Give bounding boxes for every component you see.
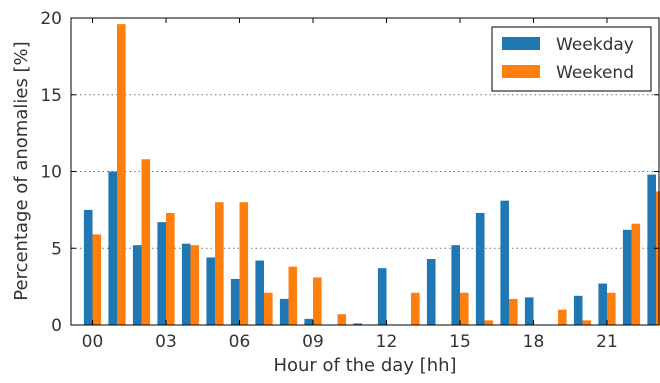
bar-weekend-04 xyxy=(190,245,200,325)
bar-weekend-02 xyxy=(141,159,151,325)
bar-weekday-08 xyxy=(279,298,289,325)
bar-weekend-08 xyxy=(288,266,298,325)
bar-weekday-21 xyxy=(598,283,607,325)
bar-weekday-17 xyxy=(500,200,509,325)
y-tick-label: 0 xyxy=(51,316,62,336)
bar-weekday-20 xyxy=(573,295,583,325)
bar-weekday-00 xyxy=(83,209,93,326)
bar-weekend-07 xyxy=(264,292,273,325)
bar-weekday-02 xyxy=(132,245,142,325)
bar-weekend-01 xyxy=(117,24,126,325)
x-tick-label: 00 xyxy=(82,332,104,352)
bar-weekend-03 xyxy=(166,212,175,325)
bar-weekend-10 xyxy=(337,314,347,325)
bar-weekend-22 xyxy=(631,223,641,325)
bar-weekday-18 xyxy=(524,297,534,325)
bar-weekday-23 xyxy=(647,174,656,325)
legend-swatch-weekday xyxy=(502,37,540,50)
x-tick-label: 18 xyxy=(523,332,545,352)
bar-weekday-16 xyxy=(475,212,485,325)
bar-weekday-14 xyxy=(426,259,436,325)
x-tick-label: 09 xyxy=(302,332,324,352)
x-axis-title: Hour of the day [hh] xyxy=(273,355,456,376)
bar-weekend-20 xyxy=(582,320,592,325)
x-tick-label: 06 xyxy=(229,332,251,352)
bar-weekend-00 xyxy=(92,234,102,325)
bar-weekday-22 xyxy=(622,229,632,325)
bar-weekday-12 xyxy=(377,268,387,325)
bar-weekend-13 xyxy=(411,292,420,325)
bar-weekend-05 xyxy=(215,202,224,325)
tick-labels: 0 5 10 15 20 00 03 06 09 12 15 18 21 xyxy=(40,9,617,352)
x-tick-label: 03 xyxy=(155,332,177,352)
bar-weekday-04 xyxy=(181,243,191,325)
legend-label-weekday: Weekday xyxy=(556,35,634,55)
legend-swatch-weekend xyxy=(502,65,540,78)
y-tick-label: 5 xyxy=(51,239,62,259)
bar-weekday-09 xyxy=(304,318,313,325)
y-tick-label: 10 xyxy=(40,163,62,183)
bar-weekday-03 xyxy=(157,222,166,325)
x-tick-label: 21 xyxy=(596,332,618,352)
legend-label-weekend: Weekend xyxy=(556,63,634,83)
bar-weekend-16 xyxy=(484,320,494,325)
bar-weekday-05 xyxy=(206,257,215,325)
bar-weekend-15 xyxy=(460,292,469,325)
x-tick-label: 15 xyxy=(449,332,471,352)
y-axis-title: Percentage of anomalies [%] xyxy=(11,41,32,300)
x-tick-label: 12 xyxy=(376,332,398,352)
grid-lines xyxy=(71,94,659,249)
bar-weekend-23 xyxy=(656,191,660,325)
bar-weekday-15 xyxy=(451,245,460,325)
bars xyxy=(83,24,660,326)
bar-weekday-06 xyxy=(230,278,240,325)
legend: Weekday Weekend xyxy=(491,26,652,92)
bar-weekend-06 xyxy=(239,202,249,325)
bar-weekday-11 xyxy=(353,323,362,325)
y-tick-label: 20 xyxy=(40,9,62,29)
bar-weekday-01 xyxy=(108,171,117,325)
y-tick-label: 15 xyxy=(40,86,62,106)
bar-weekend-09 xyxy=(313,277,322,325)
bar-weekday-07 xyxy=(255,260,264,325)
bar-weekend-21 xyxy=(607,292,616,325)
ticks xyxy=(71,17,659,326)
bar-weekend-19 xyxy=(558,309,567,325)
bar-weekend-17 xyxy=(509,298,518,325)
